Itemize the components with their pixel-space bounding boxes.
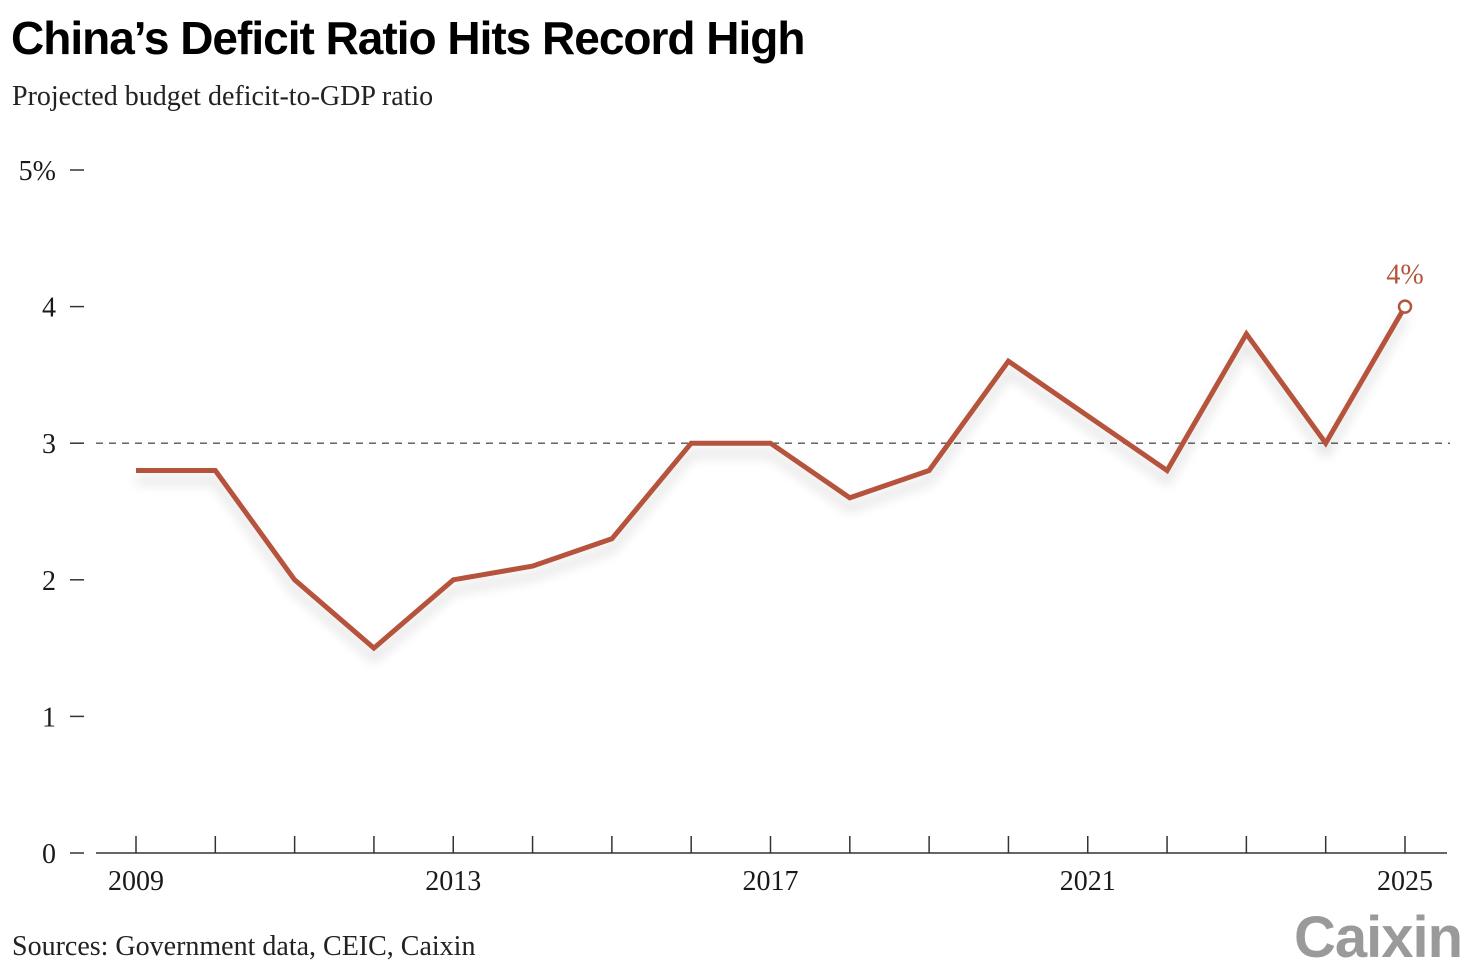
y-tick-label: 0 [42,839,56,870]
end-point-label: 4% [1386,260,1423,291]
y-tick-label: 5% [19,156,56,187]
caixin-logo: Caixin [1294,905,1463,970]
y-tick-label: 1 [42,702,56,733]
x-tick-label: 2025 [1377,866,1433,897]
y-axis: 0 1 2 3 4 5% [19,156,84,870]
x-tick-label: 2021 [1060,866,1116,897]
end-point-marker [1397,299,1413,314]
x-tick-label: 2009 [108,866,164,897]
series-layer: 4% [136,260,1424,652]
x-tick-label: 2013 [425,866,481,897]
y-tick-label: 4 [42,293,56,324]
source-note: Sources: Government data, CEIC, Caixin [12,931,476,962]
y-tick-label: 3 [42,429,56,460]
deficit-ratio-line [136,305,1408,652]
chart-subtitle: Projected budget deficit-to-GDP ratio [12,81,434,112]
x-tick-label: 2017 [743,866,799,897]
x-axis: 2009 2013 2017 2021 2025 [96,836,1447,897]
chart-title: China’s Deficit Ratio Hits Record High [11,12,806,64]
y-tick-label: 2 [42,566,56,597]
